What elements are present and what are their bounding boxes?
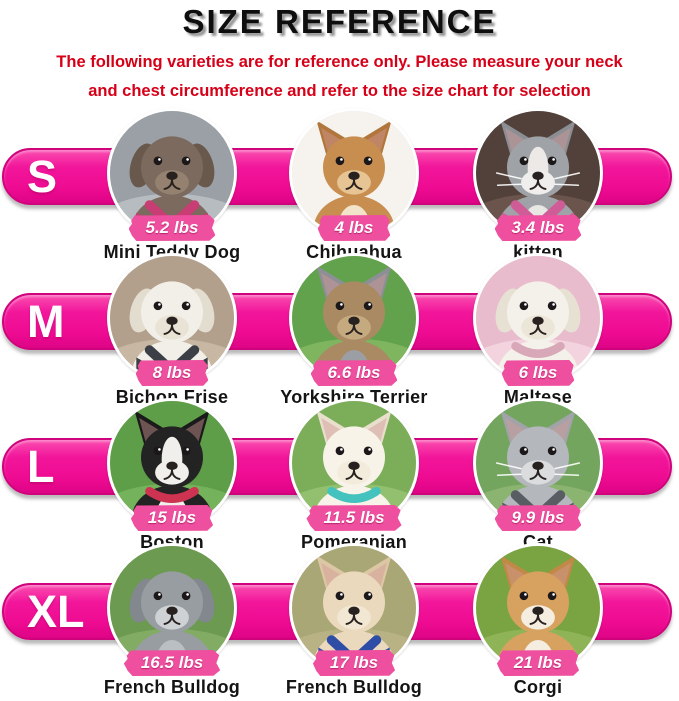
weight-badge: 9.9 lbs — [494, 505, 582, 531]
weight-badge: 3.4 lbs — [494, 215, 582, 241]
weight-badge: 4 lbs — [317, 215, 391, 241]
animal-figure: 17 lbs French Bulldog — [274, 543, 434, 697]
size-rows: S 5.2 lbs Mini Teddy Dog 4 lbs Chihuahua 3.4 … — [0, 106, 679, 697]
weight-badge: 6 lbs — [501, 360, 575, 386]
animal-name: Corgi — [513, 677, 563, 697]
animal-figure: 15 lbs Boston — [92, 398, 252, 552]
disclaimer-note: The following varieties are for referenc… — [0, 48, 679, 106]
size-label: L — [27, 441, 55, 492]
size-row-xl: XL 16.5 lbs French Bulldog 17 lbs French Bul… — [0, 541, 679, 697]
animal-name: French Bulldog — [103, 677, 241, 697]
size-label: S — [27, 151, 58, 202]
animal-figure: 8 lbs Bichon Frise — [92, 253, 252, 407]
size-row-l: L 15 lbs Boston 11.5 lbs Pomeranian 9.9 lbs Ca… — [0, 396, 679, 552]
animal-photo — [107, 543, 237, 673]
weight-badge: 11.5 lbs — [306, 505, 402, 531]
animal-figure: 9.9 lbs Cat — [458, 398, 618, 552]
weight-badge: 5.2 lbs — [128, 215, 216, 241]
animal-figure: 16.5 lbs French Bulldog — [92, 543, 252, 697]
animal-figure: 11.5 lbs Pomeranian — [274, 398, 434, 552]
page-title: SIZE REFERENCE — [182, 3, 497, 40]
animal-name: Bichon Frise — [115, 387, 229, 407]
animal-figure: 6 lbs Maltese — [458, 253, 618, 407]
disclaimer-line-1: The following varieties are for referenc… — [56, 53, 623, 71]
dog-illustration — [476, 256, 600, 380]
animal-name: French Bulldog — [285, 677, 423, 697]
weight-badge: 6.6 lbs — [310, 360, 398, 386]
weight-badge: 16.5 lbs — [123, 650, 221, 676]
weight-badge: 17 lbs — [312, 650, 396, 676]
weight-badge: 21 lbs — [496, 650, 580, 676]
animal-name: Mini Teddy Dog — [103, 242, 241, 262]
disclaimer-line-2: and chest circumference and refer to the… — [88, 82, 591, 100]
animal-figure: 21 lbs Corgi — [458, 543, 618, 697]
animal-figure: 3.4 lbs kitten — [458, 108, 618, 262]
weight-badge: 8 lbs — [135, 360, 209, 386]
animal-name: Pomeranian — [300, 532, 408, 552]
animal-figure: 4 lbs Chihuahua — [274, 108, 434, 262]
weight-badge: 15 lbs — [130, 505, 214, 531]
animal-figure: 6.6 lbs Yorkshire Terrier — [274, 253, 434, 407]
size-label: XL — [27, 586, 85, 637]
animal-figure: 5.2 lbs Mini Teddy Dog — [92, 108, 252, 262]
size-row-s: S 5.2 lbs Mini Teddy Dog 4 lbs Chihuahua 3.4 … — [0, 106, 679, 262]
animal-name: Yorkshire Terrier — [280, 387, 428, 407]
size-label: M — [27, 296, 65, 347]
